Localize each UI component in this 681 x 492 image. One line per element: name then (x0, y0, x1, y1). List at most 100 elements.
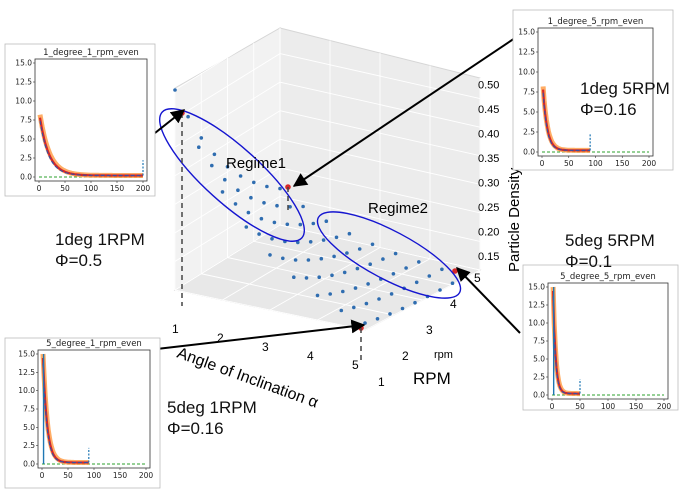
regime-ellipses (158, 108, 462, 299)
scatter-point (186, 114, 190, 119)
annotation-1deg-1rpm: 1deg 1RPM Φ=0.5 (55, 229, 145, 271)
y-tick-label: 2 (402, 349, 409, 363)
scatter-point (304, 276, 309, 280)
inset-x-tick-label: 0 (550, 402, 555, 411)
scatter-point (450, 281, 455, 286)
scatter-point (324, 219, 329, 223)
scatter-point (339, 308, 344, 313)
inset-axes (537, 27, 654, 157)
scatter-point (391, 272, 396, 276)
callout-arrows (147, 37, 521, 351)
regime1-label: Regime1 (226, 155, 286, 172)
scatter-point (404, 266, 408, 270)
inset-data-curve (42, 363, 89, 464)
inset-y-tick-label: 12.5 (528, 301, 545, 310)
arrow-1deg-1rpm (154, 109, 186, 134)
inset-x-tick-label: 50 (63, 471, 73, 480)
inset-axes (37, 349, 151, 469)
scatter-point (347, 231, 352, 236)
z-tick-label: 0.45 (478, 104, 499, 116)
y-axis-label-RPM: RPM (413, 369, 451, 388)
scatter-point (427, 274, 432, 278)
scatter-point (281, 256, 285, 261)
annotation-5deg-5rpm-phi: Φ=0.1 (565, 252, 613, 271)
annotation-5deg-5rpm-title: 5deg 5RPM (565, 231, 655, 250)
annotation-5deg-1rpm: 5deg 1RPM Φ=0.16 (167, 397, 257, 439)
inset-data-curve (39, 120, 143, 177)
annotation-1deg-5rpm-title: 1deg 5RPM (580, 79, 670, 98)
inset-x-tick-label: 150 (629, 402, 644, 411)
scatter-point (413, 300, 417, 305)
inset-y-tick-label: 5.0 (23, 423, 35, 432)
z-tick-label: 0.30 (478, 178, 499, 190)
z-tick-labels: 0.15 0.20 0.25 0.30 0.35 0.40 0.45 0.50 (478, 80, 499, 264)
scatter-point (272, 220, 277, 225)
inset-y-tick-label: 0.0 (20, 173, 32, 182)
scatter-point (265, 184, 269, 189)
scatter-point (268, 253, 272, 257)
scatter-point (270, 237, 274, 241)
inset-y-tick-label: 10.0 (518, 68, 535, 77)
scatter-point (328, 292, 333, 296)
inset-y-tick-label: 12.5 (15, 78, 32, 87)
inset-data-curve (542, 92, 591, 151)
scatter-point (357, 247, 362, 251)
scatter-point (278, 186, 282, 191)
z-tick-label: 0.40 (478, 129, 499, 141)
scatter-point (308, 240, 313, 244)
scatter-point (342, 270, 347, 275)
scatter-point (262, 201, 266, 205)
scatter-point (259, 216, 264, 221)
inset-y-tick-label: 2.5 (23, 441, 35, 450)
annotation-1deg-5rpm: 1deg 5RPM Φ=0.16 (580, 78, 670, 120)
inset-y-tick-label: 15.0 (518, 28, 535, 37)
regime2-ellipse (316, 211, 462, 299)
scatter-point (236, 188, 240, 192)
inset-y-tick-label: 5.0 (20, 135, 32, 144)
inset-x-tick-label: 50 (575, 402, 585, 411)
scatter-point (220, 190, 225, 194)
scatter-point (381, 257, 385, 261)
annotation-1deg-5rpm-phi: Φ=0.16 (580, 100, 637, 119)
inset-data-curve (552, 296, 580, 395)
z-tick-label: 0.50 (478, 80, 499, 92)
inset-x-tick-label: 100 (588, 159, 603, 168)
annotation-5deg-5rpm: 5deg 5RPM Φ=0.1 (565, 230, 655, 272)
z-tick-label: 0.15 (478, 251, 499, 263)
inset-title: 5_degree_1_rpm_even (46, 339, 142, 349)
inset-x-tick-label: 200 (657, 402, 672, 411)
grid-line-floor-a (269, 247, 381, 311)
annotation-1deg-1rpm-phi: Φ=0.5 (55, 251, 103, 270)
scatter-point (212, 152, 217, 157)
scatter-point (334, 235, 339, 240)
scatter-point (321, 238, 326, 242)
scatter-point (223, 177, 227, 182)
scatter-point (301, 204, 305, 209)
inset-x-tick-label: 150 (615, 159, 630, 168)
inset-y-tick-label: 15.0 (15, 59, 32, 68)
regime1-ellipse (158, 108, 306, 242)
y-tick-label: 1 (378, 375, 385, 389)
inset-x-tick-label: 0 (540, 159, 545, 168)
scatter-point (332, 254, 336, 259)
inset-title: 5_degree_5_rpm_even (560, 272, 656, 282)
scatter-point (400, 306, 405, 311)
scatter-point (417, 260, 421, 264)
inset-y-tick-label: 7.5 (523, 88, 535, 97)
inset-y-tick-label: 7.5 (23, 405, 35, 414)
y-axis-label-rpm: rpm (434, 349, 453, 361)
inset-y-tick-label: 10.0 (528, 319, 545, 328)
z-tick-label: 0.35 (478, 153, 499, 165)
arrow-5deg-5rpm (456, 266, 521, 334)
scatter-point (368, 262, 373, 267)
grid-line-floor-r (279, 224, 481, 271)
scatter-point (292, 275, 296, 280)
inset-1deg-1rpm: 1_degree_1_rpm_even 0.0 2.5 5.0 7.5 10.0 12.5 1… (4, 43, 156, 197)
scatter-point (315, 293, 320, 298)
scatter-point (311, 221, 316, 226)
scatter-point (414, 280, 419, 285)
arrow-5deg-1rpm (147, 319, 366, 351)
inset-y-tick-label: 7.5 (533, 337, 545, 346)
inset-y-tick-label: 12.5 (518, 48, 535, 57)
scatter-point (330, 273, 334, 278)
